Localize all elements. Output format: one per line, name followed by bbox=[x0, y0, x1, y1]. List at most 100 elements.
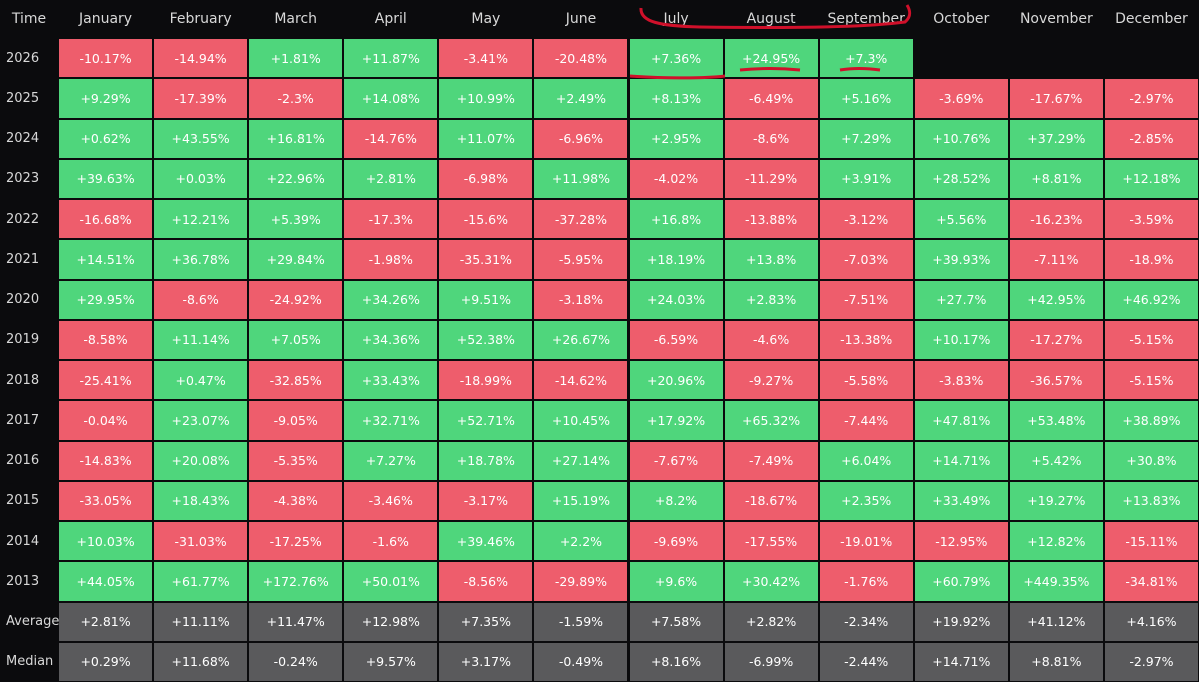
summary-cell: +14.71% bbox=[914, 642, 1008, 681]
return-cell: -14.76% bbox=[344, 119, 438, 158]
year-label: 2020 bbox=[6, 292, 40, 308]
summary-cell: -0.49% bbox=[534, 642, 628, 681]
return-cell: +33.43% bbox=[344, 361, 438, 400]
year-label: 2016 bbox=[6, 453, 40, 469]
return-cell: +9.6% bbox=[629, 562, 723, 601]
return-cell: -1.6% bbox=[344, 522, 438, 561]
return-cell: +2.95% bbox=[629, 119, 723, 158]
return-cell: +53.48% bbox=[1009, 401, 1103, 440]
summary-label: Median bbox=[6, 654, 54, 670]
return-cell: +5.39% bbox=[249, 200, 343, 239]
return-cell: +12.82% bbox=[1009, 522, 1103, 561]
return-cell: -6.59% bbox=[629, 320, 723, 359]
return-cell: -7.03% bbox=[819, 240, 913, 279]
return-cell: -3.17% bbox=[439, 481, 533, 520]
summary-cell: +9.57% bbox=[344, 642, 438, 681]
header-label: Time bbox=[11, 11, 47, 27]
return-cell: -14.94% bbox=[154, 39, 248, 78]
return-cell: -5.58% bbox=[819, 361, 913, 400]
year-label: 2024 bbox=[6, 131, 40, 147]
summary-cell: +0.29% bbox=[59, 642, 153, 681]
return-cell: +60.79% bbox=[914, 562, 1008, 601]
year-label: 2018 bbox=[6, 372, 40, 388]
return-cell: +43.55% bbox=[154, 119, 248, 158]
return-cell: -3.46% bbox=[344, 481, 438, 520]
return-cell: -13.88% bbox=[724, 200, 818, 239]
return-cell: +2.81% bbox=[344, 159, 438, 198]
return-cell: -3.18% bbox=[534, 280, 628, 319]
return-cell: +172.76% bbox=[249, 562, 343, 601]
return-cell: +28.52% bbox=[914, 159, 1008, 198]
return-cell: -2.85% bbox=[1104, 119, 1198, 158]
month-header: February bbox=[169, 11, 232, 27]
return-cell: +32.71% bbox=[344, 401, 438, 440]
return-cell: +39.93% bbox=[914, 240, 1008, 279]
return-cell: +13.8% bbox=[724, 240, 818, 279]
return-cell: -35.31% bbox=[439, 240, 533, 279]
return-cell: +2.35% bbox=[819, 481, 913, 520]
return-cell: +6.04% bbox=[819, 441, 913, 480]
return-cell: +16.81% bbox=[249, 119, 343, 158]
return-cell: +34.26% bbox=[344, 280, 438, 319]
return-cell: +47.81% bbox=[914, 401, 1008, 440]
summary-cell: +11.11% bbox=[154, 602, 248, 641]
month-header: July bbox=[663, 11, 689, 27]
return-cell: +27.14% bbox=[534, 441, 628, 480]
return-cell: +39.46% bbox=[439, 522, 533, 561]
return-cell: +10.45% bbox=[534, 401, 628, 440]
return-cell: +17.92% bbox=[629, 401, 723, 440]
summary-cell: +3.17% bbox=[439, 642, 533, 681]
return-cell: +5.56% bbox=[914, 200, 1008, 239]
month-header: January bbox=[79, 11, 133, 27]
summary-cell: +19.92% bbox=[914, 602, 1008, 641]
return-cell: +5.42% bbox=[1009, 441, 1103, 480]
return-cell: -8.6% bbox=[724, 119, 818, 158]
return-cell: +14.71% bbox=[914, 441, 1008, 480]
return-cell: +2.83% bbox=[724, 280, 818, 319]
return-cell: +44.05% bbox=[59, 562, 153, 601]
return-cell: +24.03% bbox=[629, 280, 723, 319]
summary-cell: +7.58% bbox=[629, 602, 723, 641]
month-header: November bbox=[1019, 11, 1093, 27]
year-label: 2013 bbox=[6, 573, 40, 589]
return-cell: +0.62% bbox=[59, 119, 153, 158]
return-cell: -37.28% bbox=[534, 200, 628, 239]
return-cell: -5.35% bbox=[249, 441, 343, 480]
year-label: 2025 bbox=[6, 90, 40, 106]
summary-cell: -0.24% bbox=[249, 642, 343, 681]
return-cell: -7.44% bbox=[819, 401, 913, 440]
summary-cell: +4.16% bbox=[1104, 602, 1198, 641]
month-header: April bbox=[374, 11, 407, 27]
return-cell: -11.29% bbox=[724, 159, 818, 198]
year-label: 2015 bbox=[6, 493, 40, 509]
return-cell: +2.2% bbox=[534, 522, 628, 561]
return-cell: -8.6% bbox=[154, 280, 248, 319]
return-cell: +5.16% bbox=[819, 79, 913, 118]
return-cell: +7.27% bbox=[344, 441, 438, 480]
return-cell: -9.27% bbox=[724, 361, 818, 400]
return-cell: -2.3% bbox=[249, 79, 343, 118]
return-cell: +29.84% bbox=[249, 240, 343, 279]
return-cell: -14.62% bbox=[534, 361, 628, 400]
summary-label: Average bbox=[6, 614, 60, 630]
return-cell: -5.15% bbox=[1104, 361, 1198, 400]
summary-cell: -1.59% bbox=[534, 602, 628, 641]
return-cell: +14.51% bbox=[59, 240, 153, 279]
return-cell: +37.29% bbox=[1009, 119, 1103, 158]
return-cell: +18.43% bbox=[154, 481, 248, 520]
summary-cell: +8.16% bbox=[629, 642, 723, 681]
return-cell: +7.29% bbox=[819, 119, 913, 158]
return-cell: -1.76% bbox=[819, 562, 913, 601]
return-cell: +20.08% bbox=[154, 441, 248, 480]
return-cell: +34.36% bbox=[344, 320, 438, 359]
summary-cell: -2.44% bbox=[819, 642, 913, 681]
return-cell: -17.67% bbox=[1009, 79, 1103, 118]
return-cell: +0.03% bbox=[154, 159, 248, 198]
return-cell: -18.99% bbox=[439, 361, 533, 400]
return-cell: -0.04% bbox=[59, 401, 153, 440]
return-cell: -34.81% bbox=[1104, 562, 1198, 601]
return-cell: -7.11% bbox=[1009, 240, 1103, 279]
return-cell: -3.12% bbox=[819, 200, 913, 239]
return-cell: -32.85% bbox=[249, 361, 343, 400]
